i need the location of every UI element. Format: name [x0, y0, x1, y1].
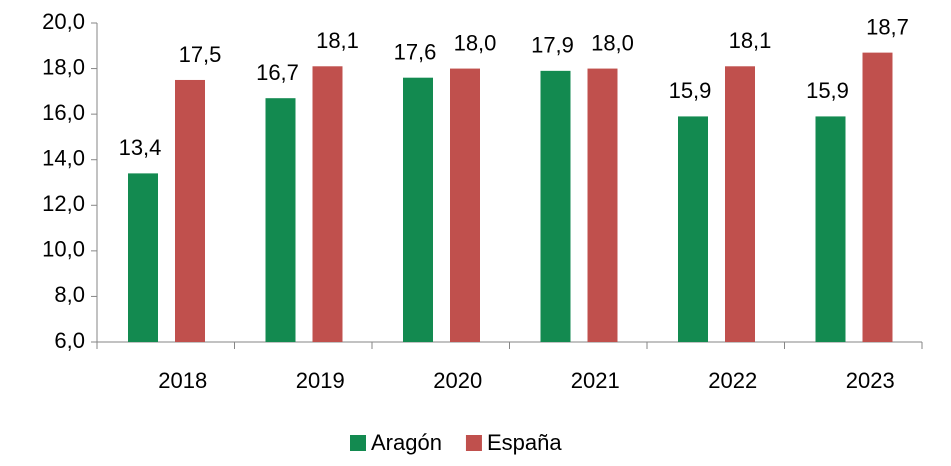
- y-tick-label: 6,0: [54, 328, 85, 353]
- y-tick-label: 18,0: [42, 54, 85, 79]
- legend-swatch: [350, 435, 366, 451]
- bar: [175, 79, 205, 342]
- value-label: 15,9: [806, 78, 849, 103]
- x-tick-label: 2019: [296, 368, 345, 393]
- value-label: 18,7: [866, 14, 909, 39]
- x-tick-label: 2023: [846, 368, 895, 393]
- y-tick-label: 20,0: [42, 9, 85, 34]
- value-label: 18,0: [591, 30, 634, 55]
- bar: [862, 52, 893, 342]
- value-label: 18,0: [454, 30, 497, 55]
- value-label: 13,4: [119, 135, 162, 160]
- value-label: 17,6: [394, 39, 437, 64]
- legend-label: Aragón: [371, 430, 442, 455]
- value-label: 15,9: [669, 78, 712, 103]
- y-tick-label: 8,0: [54, 282, 85, 307]
- legend-label: España: [487, 430, 562, 455]
- y-tick-label: 12,0: [42, 191, 85, 216]
- bar: [265, 98, 296, 342]
- bar: [587, 68, 618, 343]
- bar: [540, 70, 571, 342]
- x-tick-label: 2021: [571, 368, 620, 393]
- value-label: 18,1: [316, 28, 359, 53]
- value-label: 17,5: [179, 42, 222, 67]
- bar: [678, 116, 708, 343]
- bar: [450, 68, 480, 343]
- bar: [815, 116, 846, 343]
- value-label: 17,9: [531, 33, 574, 58]
- bar: [312, 66, 343, 343]
- y-tick-label: 14,0: [42, 146, 85, 171]
- x-tick-label: 2022: [708, 368, 757, 393]
- x-tick-label: 2020: [433, 368, 482, 393]
- bar: [403, 77, 433, 342]
- value-label: 18,1: [729, 28, 772, 53]
- bar: [725, 66, 755, 343]
- x-tick-label: 2018: [158, 368, 207, 393]
- y-tick-label: 16,0: [42, 100, 85, 125]
- y-tick-label: 10,0: [42, 237, 85, 262]
- legend-swatch: [465, 435, 482, 451]
- bar: [128, 173, 158, 342]
- value-label: 16,7: [256, 60, 299, 85]
